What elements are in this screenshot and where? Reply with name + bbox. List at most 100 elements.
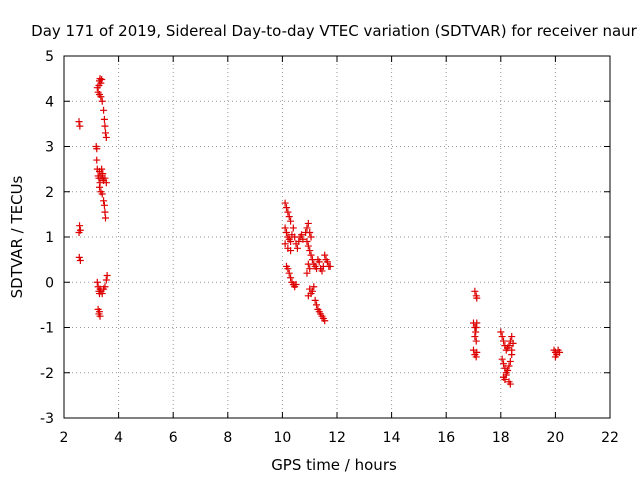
data-point [289,224,297,232]
data-point [498,333,506,341]
data-point [505,362,513,370]
data-point [504,366,512,374]
data-point [304,242,312,250]
data-point [326,262,334,270]
data-point [93,156,101,164]
x-tick-label: 4 [114,430,123,446]
data-point [101,208,109,216]
data-point [285,269,293,277]
data-point [95,183,103,191]
data-point [287,247,295,255]
data-point [315,258,323,266]
data-point [473,348,481,356]
data-point [102,133,110,141]
data-point [298,231,306,239]
data-point [76,122,84,130]
data-point [508,333,516,341]
y-tick-label: 0 [45,275,54,291]
data-point [303,224,311,232]
data-point [101,129,109,137]
data-point [551,353,559,361]
data-point [502,371,510,379]
data-point [285,213,293,221]
data-point [318,267,326,275]
x-tick-label: 22 [601,430,619,446]
x-tick-label: 10 [273,430,291,446]
data-point [100,115,108,123]
points-layer [75,75,563,388]
data-point [102,276,110,284]
data-point [96,312,104,320]
data-point [307,251,315,259]
data-point [76,257,84,265]
data-point [555,348,563,356]
data-point [96,75,104,83]
data-point [75,118,83,126]
y-axis-title: SDTVAR / TECUs [8,175,26,298]
data-point [101,283,109,291]
data-point [97,93,105,101]
data-point [76,226,84,234]
y-tick-label: 2 [45,185,54,201]
data-point [98,76,106,84]
data-point [303,269,311,277]
y-tick-label: -2 [40,366,54,382]
data-point [93,278,101,286]
data-point [97,79,105,87]
data-point [282,204,290,212]
data-point [100,197,108,205]
data-point [313,301,321,309]
data-point [500,337,508,345]
data-point [287,217,295,225]
data-point [308,287,316,295]
data-point [75,253,83,261]
data-point [323,258,331,266]
y-tick-label: 3 [45,140,54,156]
data-point [101,214,109,222]
data-point [282,228,290,236]
data-point [103,271,111,279]
data-point [500,360,508,368]
data-point [98,290,106,298]
data-point [321,317,329,325]
data-point [284,208,292,216]
data-point [101,122,109,130]
grid-layer [64,56,610,418]
data-point [100,201,108,209]
data-point [102,179,110,187]
data-point [506,357,514,365]
data-point [101,174,109,182]
data-point [471,333,479,341]
data-point [303,238,311,246]
data-point [293,244,301,252]
data-point [295,238,303,246]
x-tick-label: 6 [169,430,178,446]
data-point [473,294,481,302]
data-point [306,228,314,236]
data-point [93,145,101,153]
data-point [306,247,314,255]
data-point [292,281,300,289]
x-tick-label: 16 [437,430,455,446]
data-point [281,240,289,248]
data-point [304,219,312,227]
data-point [506,380,514,388]
data-point [98,190,106,198]
data-point [509,339,517,347]
x-tick-label: 2 [60,430,69,446]
data-point [306,265,314,273]
y-tick-label: 1 [45,230,54,246]
data-point [508,346,516,354]
data-point [284,265,292,273]
data-point [310,283,318,291]
data-point [501,376,509,384]
data-point [99,170,107,178]
x-axis-title: GPS time / hours [271,456,397,474]
y-tick-label: -1 [40,321,54,337]
data-point [497,328,505,336]
y-tick-label: 4 [45,94,54,110]
data-point [287,238,295,246]
data-point [98,165,106,173]
